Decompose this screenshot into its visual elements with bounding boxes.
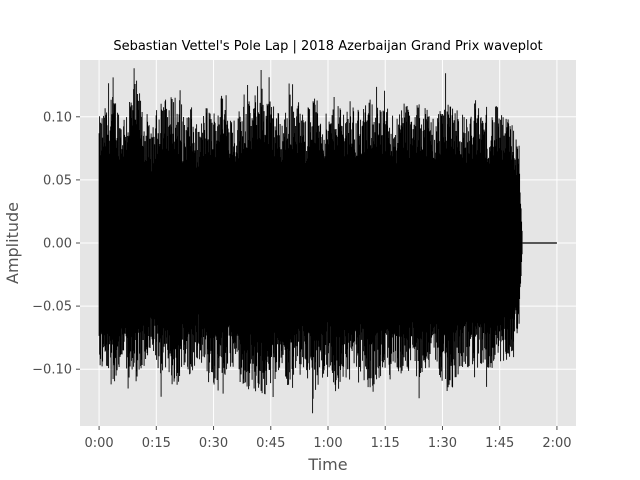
x-tick-label: 1:45 bbox=[485, 436, 514, 451]
x-tick-label: 0:15 bbox=[142, 436, 171, 451]
x-tick-label: 1:00 bbox=[313, 436, 342, 451]
y-tick-label: −0.10 bbox=[32, 363, 72, 378]
y-tick-label: −0.05 bbox=[32, 300, 72, 315]
y-tick-label: 0.00 bbox=[43, 237, 72, 252]
chart-title: Sebastian Vettel's Pole Lap | 2018 Azerb… bbox=[113, 39, 542, 54]
y-axis-label: Amplitude bbox=[3, 202, 22, 284]
x-tick-label: 2:00 bbox=[542, 436, 571, 451]
y-tick-label: 0.05 bbox=[43, 173, 72, 188]
x-tick-label: 1:15 bbox=[371, 436, 400, 451]
x-tick-label: 1:30 bbox=[428, 436, 457, 451]
x-tick-label: 0:30 bbox=[199, 436, 228, 451]
waveform-signal bbox=[98, 68, 524, 414]
x-tick-label: 0:45 bbox=[256, 436, 285, 451]
y-tick-label: 0.10 bbox=[43, 110, 72, 125]
x-axis-ticks: 0:00 0:15 0:30 0:45 1:00 1:15 1:30 1:45 2:00 bbox=[84, 426, 572, 451]
x-tick-label: 0:00 bbox=[84, 436, 113, 451]
x-axis-label: Time bbox=[307, 455, 347, 474]
y-axis-ticks: 0.10 0.05 0.00 −0.05 −0.10 bbox=[32, 110, 80, 378]
waveform bbox=[98, 68, 557, 414]
